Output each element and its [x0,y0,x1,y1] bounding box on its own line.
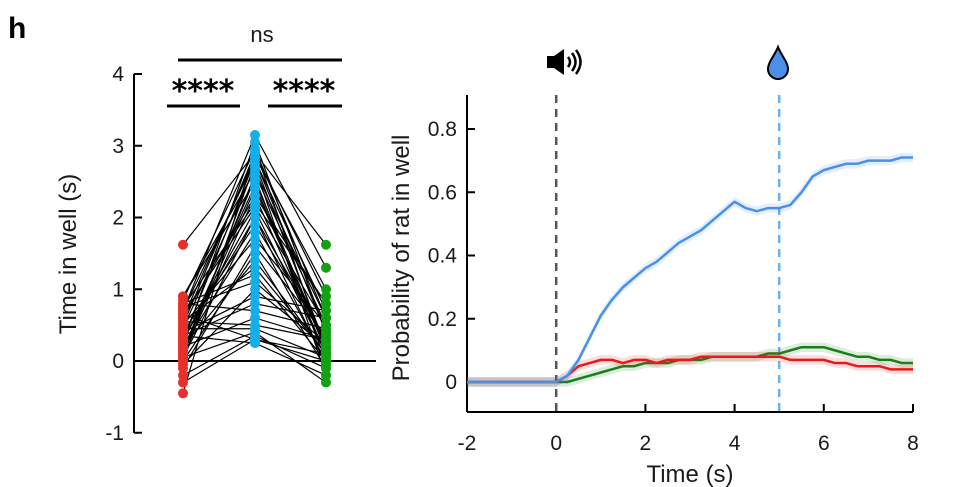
pair-dot-blue [250,298,260,309]
water-drop-icon [766,44,790,81]
pair-dot-blue [250,219,260,230]
right-y-axis-label: Probability of rat in well [388,135,415,382]
pair-dot-blue [250,180,260,191]
left-panel: -1 0 1 2 3 4 Time in well (s) ns **** **** [55,22,376,445]
pair-dot-green [321,359,331,370]
pair-dot-red [178,341,188,352]
pair-dot-green [321,305,331,316]
right-x-tick-label: 0 [550,432,562,455]
pair-dot-red [178,323,188,334]
left-y-tick-label: 0 [112,350,124,373]
left-y-axis-label: Time in well (s) [55,174,82,334]
pair-dot-blue [250,248,260,259]
speaker-icon [547,49,582,75]
pair-dot-red [178,302,188,313]
pair-dot-red [178,239,188,250]
pair-dot-blue [250,312,260,323]
pair-dots [178,129,331,399]
curve-red [467,355,913,384]
pair-dot-green [321,348,331,359]
pair-dot-red [178,291,188,302]
pair-dot-blue [250,165,260,176]
sig-stars-red-blue: **** [172,74,235,109]
pair-dot-blue [250,284,260,295]
pair-dot-blue [250,201,260,212]
right-y-tick-label: 0 [445,371,457,394]
left-y-ticks: -1 0 1 2 3 4 [105,63,142,445]
pair-dot-blue [250,338,260,349]
right-x-axis-label: Time (s) [646,461,733,487]
pair-dot-green [321,370,331,381]
right-y-tick-label: 0.4 [428,245,458,268]
pair-dot-blue [250,190,260,201]
pair-dot-blue [250,173,260,184]
left-y-tick-label: 4 [112,63,124,86]
right-x-tick-label: 2 [640,432,652,455]
pair-dot-green [321,338,331,349]
pair-dot-blue [250,234,260,245]
pair-dot-red [178,352,188,363]
left-y-tick-label: 1 [112,278,124,301]
left-y-tick-label: -1 [105,422,124,445]
right-x-ticks: -2 0 2 4 6 8 [458,404,919,455]
pair-dot-green [321,377,331,388]
right-y-tick-label: 0.8 [428,118,457,141]
pair-dot-blue [250,323,260,334]
pair-dot-green [321,320,331,331]
left-y-tick-label: 3 [112,135,124,158]
right-y-tick-label: 0.6 [428,181,457,204]
curves [467,152,913,387]
pair-dot-blue [250,155,260,166]
pair-dot-red [178,309,188,320]
pair-dot-green [321,284,331,295]
event-lines [554,95,781,412]
right-x-tick-label: -2 [458,432,477,455]
pair-dot-green [321,262,331,273]
right-panel: 0 0.2 0.4 0.6 0.8 -2 0 2 4 6 8 Probability of rat… [388,44,919,487]
pair-dot-blue [250,291,260,302]
pair-dot-red [178,377,188,388]
pair-dot-blue [250,277,260,288]
curve-band-green [467,342,913,387]
right-y-tick-label: 0.2 [428,308,457,331]
ns-label: ns [250,22,273,47]
pair-dot-green [321,330,331,341]
pair-dot-red [178,363,188,374]
right-y-ticks: 0 0.2 0.4 0.6 0.8 [428,118,475,394]
right-x-tick-label: 6 [818,432,830,455]
pair-dot-red [178,388,188,399]
pair-dot-green [321,239,331,250]
pair-dot-blue [250,262,260,273]
pair-dot-blue [250,305,260,316]
pair-dot-blue [250,147,260,158]
pair-dot-blue [250,241,260,252]
curve-blue [467,156,913,384]
right-x-tick-label: 4 [729,432,741,455]
pair-dot-blue [250,129,260,140]
pair-dot-green [321,298,331,309]
pair-dot-blue [250,137,260,148]
pair-dot-red [178,370,188,381]
pair-dot-green [321,312,331,323]
left-y-tick-label: 2 [112,207,124,230]
pair-dot-blue [250,226,260,237]
panel-label: h [8,12,26,45]
pair-dot-blue [250,269,260,280]
pair-dot-red [178,334,188,345]
pair-dot-green [321,291,331,302]
right-x-tick-label: 8 [907,432,919,455]
pair-dot-red [178,316,188,327]
pair-dot-blue [250,255,260,266]
sig-stars-blue-green: **** [273,74,336,109]
pair-dot-blue [250,212,260,223]
